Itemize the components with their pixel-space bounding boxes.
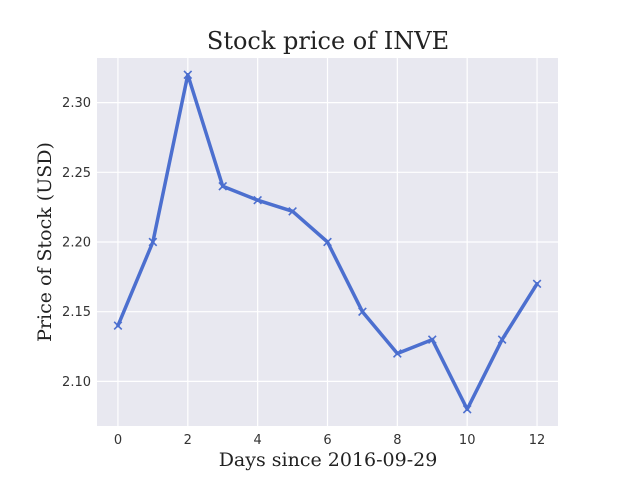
x-tick-label: 4 — [254, 433, 262, 448]
data-point-marker — [497, 335, 507, 344]
y-tick-label: 2.20 — [62, 236, 91, 251]
data-point-marker — [288, 206, 297, 216]
data-point-marker — [392, 349, 402, 358]
x-tick-label: 2 — [184, 433, 192, 448]
x-tick-label: 10 — [459, 433, 476, 448]
y-tick-label: 2.10 — [62, 375, 91, 390]
x-tick-label: 12 — [529, 433, 546, 448]
data-point-marker — [148, 237, 158, 247]
series-layer — [113, 70, 542, 414]
y-tick-label: 2.25 — [62, 166, 91, 181]
y-tick-label: 2.30 — [62, 96, 91, 111]
y-tick-label: 2.15 — [62, 305, 91, 320]
x-axis-label: Days since 2016-09-29 — [219, 449, 438, 471]
chart-title: Stock price of INVE — [207, 27, 449, 55]
x-tick-label: 6 — [323, 433, 331, 448]
data-point-marker — [427, 335, 437, 344]
data-point-marker — [253, 195, 263, 205]
data-point-marker — [183, 70, 193, 80]
tick-labels: 0 2 4 6 8 10 12 2.10 2.15 2.20 2.25 2.30 — [62, 96, 545, 448]
data-point-marker — [113, 321, 123, 331]
data-point-marker — [532, 279, 542, 289]
data-point-marker — [462, 404, 472, 414]
data-point-marker — [358, 307, 367, 317]
data-point-marker — [323, 237, 332, 247]
x-tick-label: 0 — [114, 433, 122, 448]
y-axis-label: Price of Stock (USD) — [34, 142, 56, 342]
data-point-marker — [218, 181, 228, 191]
x-tick-label: 8 — [393, 433, 401, 448]
